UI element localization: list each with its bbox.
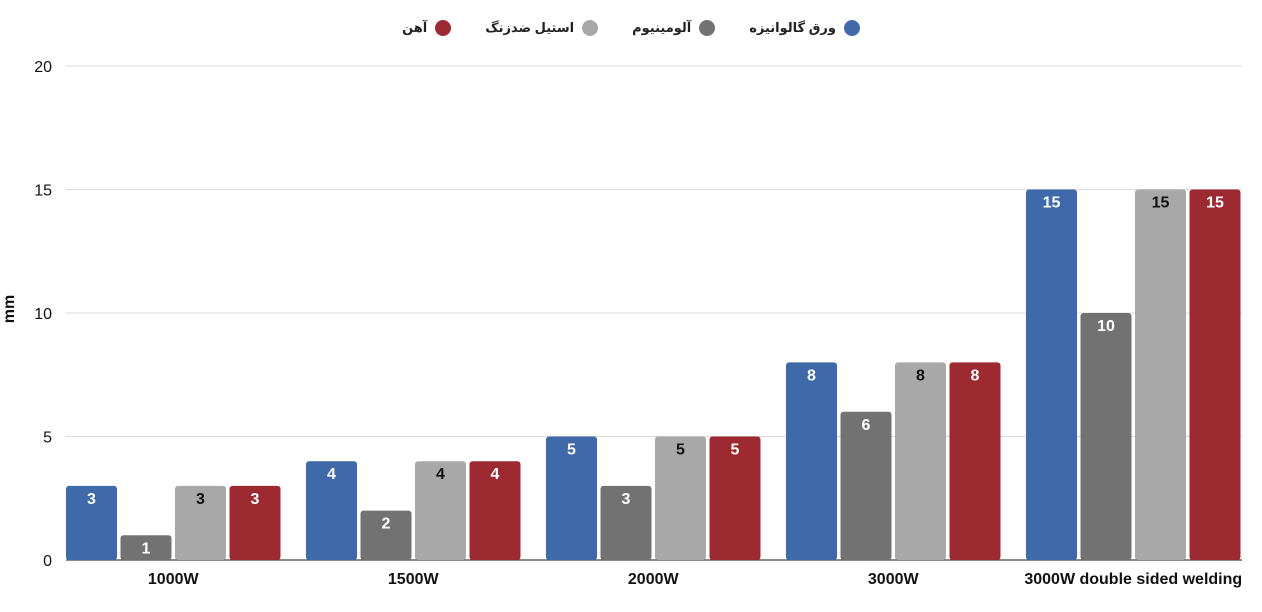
bar xyxy=(229,485,281,560)
data-label: 10 xyxy=(1097,318,1115,335)
bar xyxy=(306,461,357,560)
x-tick-label: 2000W xyxy=(628,571,680,588)
data-label: 3 xyxy=(87,491,96,508)
bar xyxy=(840,411,892,560)
bar xyxy=(469,461,521,560)
data-label: 5 xyxy=(731,442,740,459)
legend-swatch xyxy=(843,20,860,36)
legend-label: استیل ضدزنگ xyxy=(485,20,575,35)
legend-label: آلومینیوم xyxy=(632,20,692,35)
bar xyxy=(786,362,837,560)
data-label: 4 xyxy=(491,466,500,483)
bar xyxy=(1135,189,1186,560)
bar xyxy=(1189,189,1241,560)
legend-item: استیل ضدزنگ xyxy=(485,20,599,36)
data-label: 8 xyxy=(807,367,816,384)
legend-swatch xyxy=(435,20,452,36)
y-tick-label: 20 xyxy=(34,59,52,76)
bar xyxy=(360,510,412,560)
y-tick-label: 5 xyxy=(43,430,52,447)
x-tick-label: 1000W xyxy=(148,571,200,588)
data-label: 15 xyxy=(1206,195,1224,212)
bar xyxy=(120,535,172,560)
legend-swatch xyxy=(699,20,716,36)
data-label: 5 xyxy=(567,442,576,459)
legend-swatch xyxy=(582,20,599,36)
chart-legend: ورق گالوانیزه آلومینیوم استیل ضدزنگ آهن xyxy=(0,20,1262,36)
legend-item: آلومینیوم xyxy=(632,20,716,36)
bar xyxy=(895,362,946,560)
bar xyxy=(600,485,652,560)
data-label: 3 xyxy=(196,491,205,508)
bar xyxy=(1026,189,1077,560)
data-label: 2 xyxy=(382,516,391,533)
legend-item: ورق گالوانیزه xyxy=(749,20,860,36)
data-label: 6 xyxy=(862,417,871,434)
bar xyxy=(949,362,1001,560)
y-tick-label: 0 xyxy=(43,553,52,570)
y-tick-label: 15 xyxy=(34,183,52,200)
x-tick-label: 3000W xyxy=(868,571,920,588)
x-tick-label: 1500W xyxy=(388,571,440,588)
bar xyxy=(66,485,117,560)
bar xyxy=(175,485,226,560)
data-label: 15 xyxy=(1043,195,1061,212)
legend-label: آهن xyxy=(402,20,428,35)
data-label: 3 xyxy=(622,491,631,508)
legend-item: آهن xyxy=(402,20,452,36)
bar xyxy=(655,436,706,560)
bar xyxy=(709,436,761,560)
y-tick-label: 10 xyxy=(34,306,52,323)
data-label: 8 xyxy=(971,367,980,384)
data-label: 15 xyxy=(1152,195,1170,212)
data-label: 4 xyxy=(436,466,445,483)
data-label: 5 xyxy=(676,442,685,459)
bar xyxy=(415,461,466,560)
bar xyxy=(546,436,597,560)
data-label: 8 xyxy=(916,367,925,384)
data-label: 4 xyxy=(327,466,336,483)
data-label: 1 xyxy=(142,540,151,557)
legend-label: ورق گالوانیزه xyxy=(749,20,836,35)
x-tick-label: 3000W double sided welding xyxy=(1024,571,1242,588)
bar xyxy=(1080,313,1132,560)
data-label: 3 xyxy=(251,491,260,508)
